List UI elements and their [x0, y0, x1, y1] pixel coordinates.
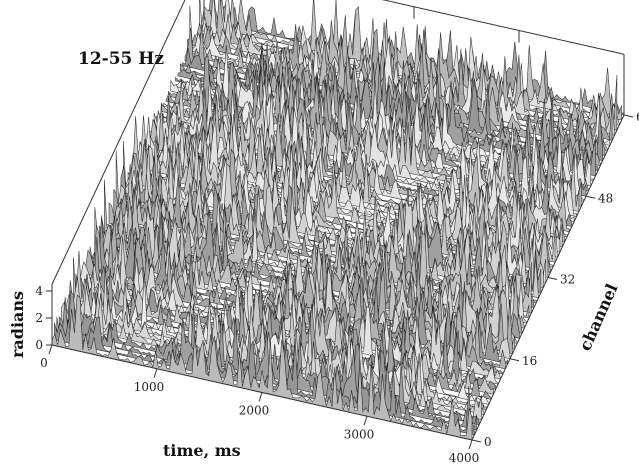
x-tick-label: 3000 — [344, 427, 375, 441]
surface-plot — [51, 0, 625, 441]
x-tick-label: 1000 — [134, 380, 165, 394]
axis-ticks: 0 1000 2000 3000 4000 0 16 32 48 64 0 2 4 — [35, 110, 639, 465]
surface-strip — [51, 294, 473, 441]
z-tick-label: 0 — [35, 338, 43, 352]
y-tick-label: 48 — [598, 191, 613, 205]
x-tick-label: 2000 — [239, 404, 270, 418]
z-tick-label: 2 — [35, 311, 43, 325]
x-tick-label: 4000 — [449, 451, 480, 465]
surface-strip — [149, 94, 570, 233]
back-left-top-edge — [51, 0, 186, 285]
x-tick-mark — [363, 416, 368, 426]
y-tick-label: 32 — [560, 273, 575, 287]
y-tick-mark — [509, 358, 520, 362]
x-tick-mark — [468, 439, 473, 450]
surface-strip — [165, 55, 587, 197]
y-tick-mark — [471, 439, 482, 443]
x-tick-mark — [258, 392, 263, 402]
z-tick-label: 4 — [35, 284, 43, 298]
y-tick-label: 16 — [522, 354, 537, 368]
x-tick-mark — [48, 344, 53, 355]
y-tick-mark — [547, 277, 558, 280]
x-axis-label: time, ms — [163, 441, 241, 460]
z-axis-label: radians — [8, 291, 27, 358]
x-tick-label: 0 — [40, 356, 48, 370]
y-tick-label: 0 — [484, 435, 492, 449]
surface-strip — [65, 267, 487, 410]
x-tick-mark — [153, 368, 158, 378]
y-tick-mark — [585, 195, 596, 199]
surface-strip — [158, 77, 580, 212]
chart-title: 12-55 Hz — [78, 49, 164, 69]
y-axis-label: channel — [575, 281, 621, 354]
y-tick-label: 64 — [636, 110, 639, 124]
y-tick-mark — [623, 114, 634, 118]
